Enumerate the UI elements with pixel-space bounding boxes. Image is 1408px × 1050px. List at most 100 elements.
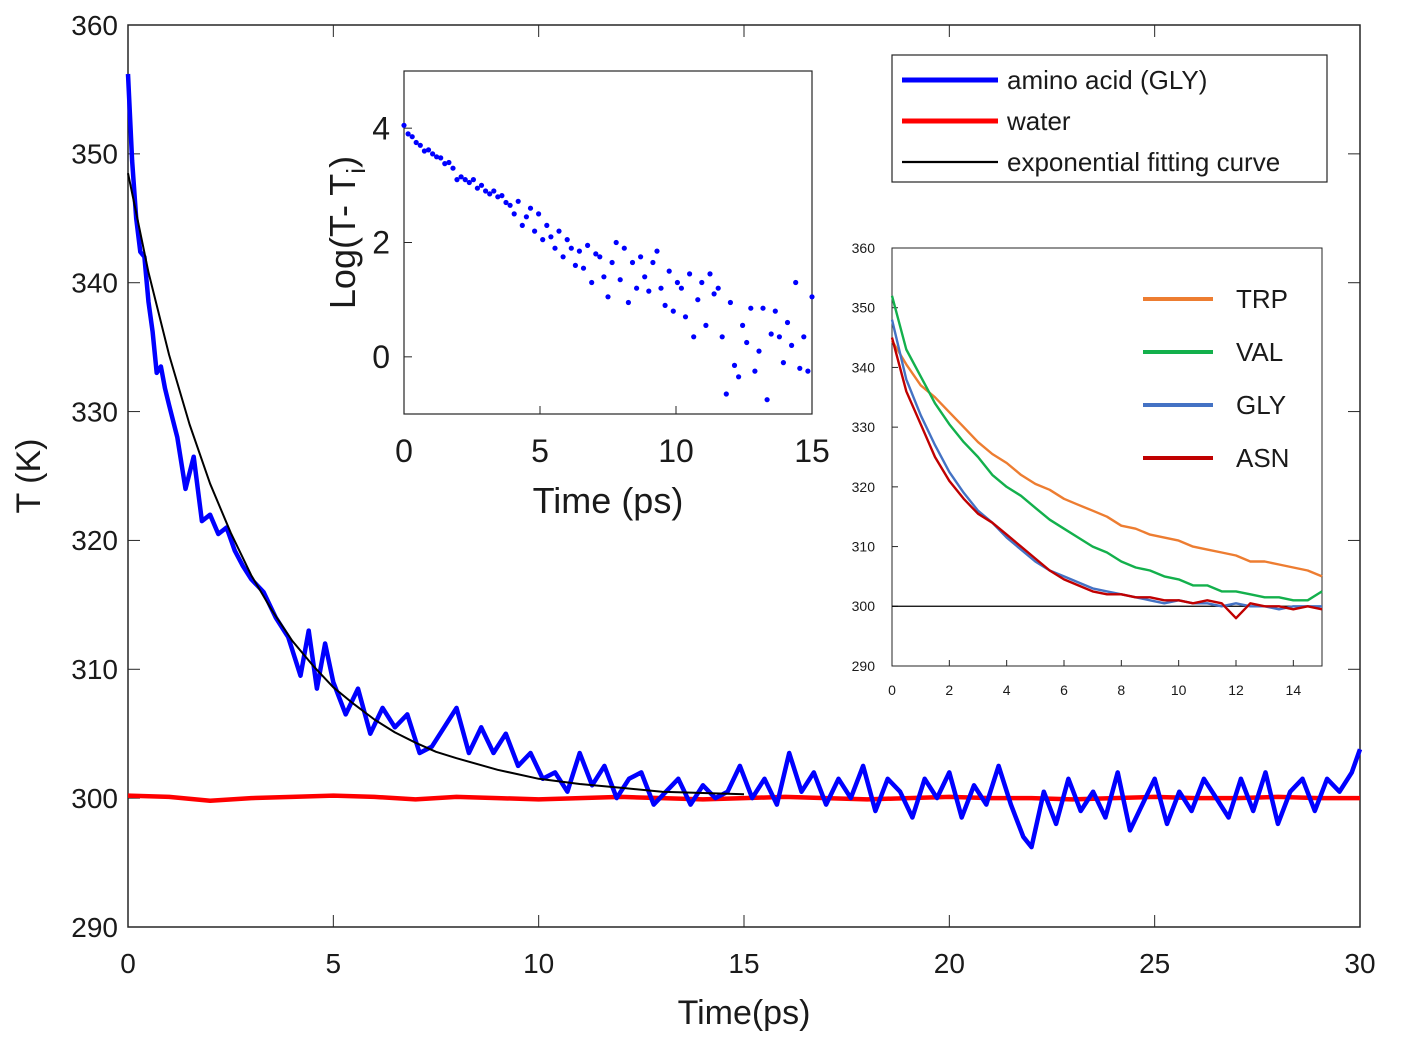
inset-left-x-tick-label: 10 xyxy=(658,433,694,469)
inset-right-x-tick-label: 2 xyxy=(945,682,953,698)
scatter-point xyxy=(740,322,746,328)
scatter-point xyxy=(580,265,587,271)
scatter-point xyxy=(409,134,415,140)
legend-label-asn: ASN xyxy=(1236,443,1289,473)
main-x-tick-label: 25 xyxy=(1139,948,1170,979)
scatter-point xyxy=(474,185,480,191)
scatter-point xyxy=(413,139,419,146)
inset-left-x-tick-label: 15 xyxy=(794,433,830,469)
scatter-point xyxy=(556,228,562,234)
inset-right-y-tick-label: 320 xyxy=(852,479,876,495)
scatter-point xyxy=(458,174,464,180)
scatter-point xyxy=(560,254,566,260)
scatter-point xyxy=(662,302,668,308)
scatter-point xyxy=(491,188,497,194)
inset-right-y-tick-label: 360 xyxy=(852,240,876,256)
scatter-point xyxy=(707,271,713,277)
scatter-point xyxy=(430,151,436,157)
inset-left-y-tick-label: 4 xyxy=(372,110,390,146)
scatter-point xyxy=(793,279,799,286)
inset-right-y-tick-label: 300 xyxy=(852,598,876,614)
scatter-point xyxy=(540,237,546,243)
scatter-point xyxy=(650,259,656,266)
inset-left-plot-frame xyxy=(403,70,813,415)
scatter-point xyxy=(523,214,530,220)
scatter-point xyxy=(454,177,460,183)
inset-right-y-tick-label: 340 xyxy=(852,359,876,375)
scatter-point xyxy=(727,299,734,306)
scatter-point xyxy=(401,122,407,128)
inset-left-y-tick-label: 2 xyxy=(372,225,390,261)
scatter-point xyxy=(466,179,472,186)
scatter-point xyxy=(760,305,766,311)
inset-right-x-tick-label: 14 xyxy=(1286,682,1302,698)
scatter-point xyxy=(499,193,505,199)
main-y-tick-label: 300 xyxy=(71,783,118,814)
scatter-point xyxy=(605,294,611,300)
scatter-point xyxy=(568,245,574,251)
series-line-amino-acid-gly xyxy=(125,73,1363,850)
scatter-point xyxy=(776,334,783,340)
scatter-point xyxy=(548,234,554,240)
scatter-point xyxy=(642,274,648,280)
scatter-point xyxy=(674,279,681,286)
scatter-point xyxy=(519,222,525,228)
scatter-point xyxy=(417,142,423,148)
scatter-point xyxy=(625,299,632,306)
scatter-point xyxy=(809,294,815,300)
inset-right-y-tick-label: 310 xyxy=(852,538,876,554)
scatter-point xyxy=(768,331,774,337)
scatter-point xyxy=(801,334,807,340)
main-x-tick-label: 5 xyxy=(326,948,342,979)
scatter-point xyxy=(572,262,579,268)
scatter-point xyxy=(789,342,795,348)
legend-label-gly: GLY xyxy=(1236,390,1286,420)
scatter-point xyxy=(421,148,427,154)
main-y-tick-label: 290 xyxy=(71,912,118,943)
scatter-point xyxy=(752,368,758,374)
scatter-point xyxy=(687,271,693,277)
main-legend-label-2: exponential fitting curve xyxy=(1007,147,1280,177)
scatter-point xyxy=(691,334,697,340)
scatter-point xyxy=(670,308,676,314)
legend-label-trp: TRP xyxy=(1236,284,1288,314)
scatter-point xyxy=(425,147,432,153)
scatter-point xyxy=(797,365,803,371)
scatter-point xyxy=(699,279,705,286)
scatter-point xyxy=(576,248,583,254)
inset-log-chart: 0 5 10 15 0 2 4 Time (ps) Log(T- Ti) xyxy=(322,70,830,521)
scatter-point xyxy=(682,314,689,320)
scatter-point xyxy=(805,368,811,374)
scatter-point xyxy=(723,391,729,397)
scatter-point xyxy=(695,297,701,303)
scatter-point xyxy=(470,177,476,183)
scatter-point xyxy=(634,285,640,291)
scatter-point xyxy=(536,211,542,217)
inset-left-y-axis-label: Log(T- Ti) xyxy=(322,156,371,309)
scatter-point xyxy=(609,259,615,266)
inset-left-x-tick-label: 0 xyxy=(395,433,413,469)
scatter-point xyxy=(736,374,742,380)
scatter-point xyxy=(764,397,770,403)
main-x-tick-label: 30 xyxy=(1344,948,1375,979)
scatter-point xyxy=(478,182,485,188)
ylabel-subscript: i xyxy=(341,168,371,174)
scatter-point xyxy=(756,348,762,354)
scatter-point xyxy=(552,245,558,251)
inset-right-x-tick-label: 0 xyxy=(888,682,896,698)
main-x-tick-label: 15 xyxy=(728,948,759,979)
main-x-tick-label: 20 xyxy=(934,948,965,979)
main-y-tick-label: 350 xyxy=(71,139,118,170)
scatter-point xyxy=(532,228,538,234)
inset-right-y-tick-label: 330 xyxy=(852,419,876,435)
inset-right-x-tick-label: 8 xyxy=(1117,682,1125,698)
ylabel-main-part: Log(T- T xyxy=(322,174,363,309)
scatter-point xyxy=(715,285,721,291)
scatter-point xyxy=(719,334,725,340)
series-line-val xyxy=(890,295,1323,602)
scatter-point xyxy=(744,339,750,346)
scatter-point xyxy=(654,248,660,254)
scatter-point xyxy=(613,239,619,246)
inset-right-x-tick-label: 4 xyxy=(1003,682,1011,698)
scatter-point xyxy=(495,194,501,200)
